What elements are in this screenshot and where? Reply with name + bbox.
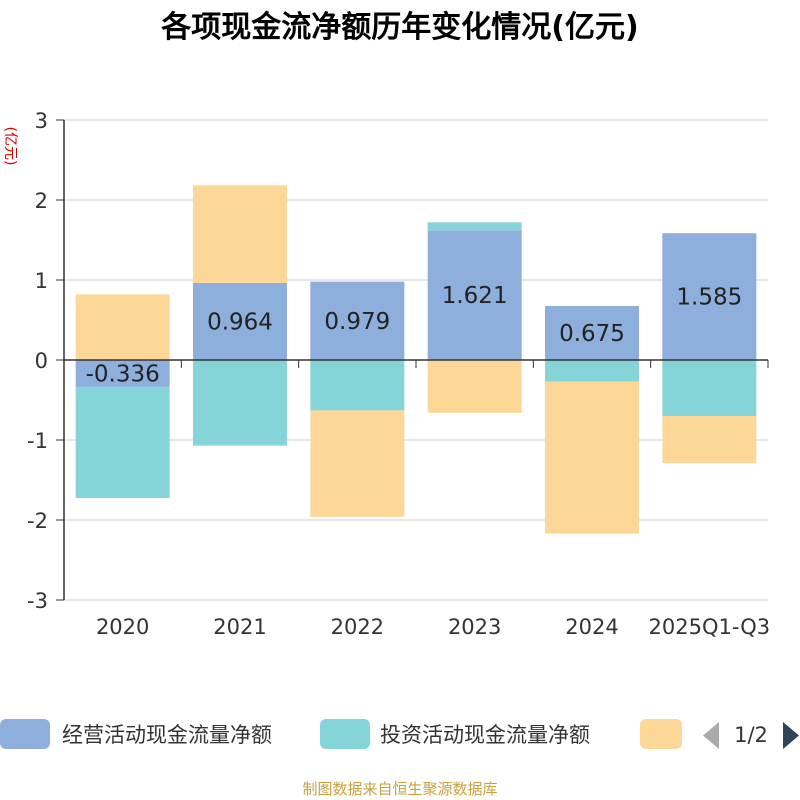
y-tick-label: 2: [35, 189, 48, 213]
legend-swatch-operating[interactable]: [0, 719, 50, 749]
value-label-2020: -0.336: [86, 361, 160, 387]
data-source-note: 制图数据来自恒生聚源数据库: [302, 780, 498, 798]
pager-prev-icon[interactable]: [703, 722, 719, 749]
value-labels: -0.336 0.964 0.979 1.621 0.675 1.585: [86, 283, 743, 387]
bars: [75, 185, 757, 534]
grid-lines: [64, 119, 768, 601]
value-label-2021: 0.964: [207, 309, 273, 335]
bar-operating-2025Q1-Q3[interactable]: [662, 233, 757, 360]
x-tick-label: 2022: [331, 615, 384, 639]
y-tick-label: 3: [35, 109, 48, 133]
y-tick-label: -1: [27, 429, 48, 453]
bar-operating-2024[interactable]: [545, 306, 639, 360]
bar-operating-2021[interactable]: [193, 282, 287, 360]
pager-page-indicator: 1/2: [734, 723, 768, 747]
bar-financing-2023[interactable]: [427, 360, 522, 413]
bar-investing-2020[interactable]: [75, 386, 170, 499]
x-tick-label: 2023: [448, 615, 501, 639]
y-tick-label: 0: [35, 349, 48, 373]
x-tick-label: 2024: [565, 615, 618, 639]
legend-label-operating[interactable]: 经营活动现金流量净额: [62, 723, 272, 747]
bar-financing-2024[interactable]: [545, 381, 639, 534]
bar-operating-2023[interactable]: [427, 230, 522, 360]
x-tick-label: 2021: [213, 615, 266, 639]
chart-title: 各项现金流净额历年变化情况(亿元): [160, 10, 638, 45]
bar-financing-2020[interactable]: [75, 294, 170, 360]
bar-operating-2022[interactable]: [310, 281, 405, 360]
legend: 经营活动现金流量净额 投资活动现金流量净额 1/2: [0, 719, 799, 749]
x-tick-label: 2025Q1-Q3: [649, 615, 771, 639]
legend-swatch-financing[interactable]: [640, 719, 682, 749]
pager-next-icon[interactable]: [783, 722, 799, 749]
value-label-2023: 1.621: [442, 283, 508, 309]
x-tick-label: 2020: [96, 615, 149, 639]
bar-investing-2023[interactable]: [427, 222, 522, 231]
y-axis-unit-label: (亿元): [2, 127, 18, 166]
value-label-2025Q1-Q3: 1.585: [676, 285, 742, 311]
value-label-2024: 0.675: [559, 321, 625, 347]
bar-investing-2024[interactable]: [545, 360, 639, 382]
legend-swatch-investing[interactable]: [320, 719, 370, 749]
bar-financing-2022[interactable]: [310, 410, 405, 517]
bar-financing-2021[interactable]: [193, 185, 287, 283]
bar-operating-2020[interactable]: [75, 360, 170, 387]
bar-financing-2025Q1-Q3[interactable]: [662, 416, 757, 464]
bar-investing-2022[interactable]: [310, 360, 405, 411]
y-tick-label: -2: [27, 509, 48, 533]
axes: 3 2 1 0 -1 -2 -3 2020 2021 2022 2023 2024 2025Q1-Q3: [27, 109, 770, 639]
y-tick-label: -3: [27, 589, 48, 613]
y-tick-label: 1: [35, 269, 48, 293]
bar-investing-2021[interactable]: [193, 360, 287, 446]
legend-label-investing[interactable]: 投资活动现金流量净额: [380, 723, 590, 747]
value-label-2022: 0.979: [324, 309, 390, 335]
bar-investing-2025Q1-Q3[interactable]: [662, 360, 757, 416]
